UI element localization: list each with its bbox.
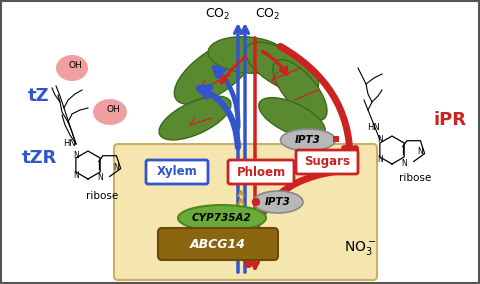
Ellipse shape xyxy=(253,191,303,213)
Text: tZR: tZR xyxy=(22,149,57,167)
FancyBboxPatch shape xyxy=(114,144,377,280)
Ellipse shape xyxy=(93,99,127,125)
Ellipse shape xyxy=(178,205,266,231)
Text: ribose: ribose xyxy=(86,191,118,201)
Ellipse shape xyxy=(56,55,88,81)
Text: N: N xyxy=(401,158,407,168)
Text: N: N xyxy=(113,164,119,172)
Ellipse shape xyxy=(273,59,327,120)
Text: ribose: ribose xyxy=(399,173,431,183)
Text: N: N xyxy=(73,151,79,160)
Ellipse shape xyxy=(280,129,336,151)
FancyBboxPatch shape xyxy=(146,160,208,184)
Circle shape xyxy=(252,199,260,206)
FancyBboxPatch shape xyxy=(158,228,278,260)
Text: Phloem: Phloem xyxy=(237,166,286,179)
Text: N: N xyxy=(417,147,423,156)
Text: CO$_2$: CO$_2$ xyxy=(205,7,231,22)
Text: N: N xyxy=(377,156,383,164)
Ellipse shape xyxy=(208,37,288,73)
Text: N: N xyxy=(97,174,103,183)
Text: N: N xyxy=(73,170,79,179)
Text: IPT3: IPT3 xyxy=(265,197,291,207)
Text: CYP735A2: CYP735A2 xyxy=(192,213,252,223)
Ellipse shape xyxy=(245,42,319,94)
Text: Xylem: Xylem xyxy=(156,166,197,179)
Text: HN: HN xyxy=(368,124,380,133)
Text: OH: OH xyxy=(106,105,120,114)
FancyBboxPatch shape xyxy=(228,160,294,184)
Text: iPR: iPR xyxy=(433,111,467,129)
Text: OH: OH xyxy=(68,62,82,70)
Text: HN: HN xyxy=(64,139,76,149)
Ellipse shape xyxy=(174,40,256,104)
Text: IPT3: IPT3 xyxy=(295,135,321,145)
Text: CO$_2$: CO$_2$ xyxy=(255,7,281,22)
Ellipse shape xyxy=(159,96,231,140)
Text: NO$_3^-$: NO$_3^-$ xyxy=(344,239,376,257)
Text: tZ: tZ xyxy=(28,87,49,105)
Text: Sugars: Sugars xyxy=(304,156,350,168)
Ellipse shape xyxy=(259,98,325,138)
Bar xyxy=(333,136,339,142)
FancyBboxPatch shape xyxy=(296,150,358,174)
Text: ABCG14: ABCG14 xyxy=(190,237,246,250)
Text: N: N xyxy=(377,135,383,145)
